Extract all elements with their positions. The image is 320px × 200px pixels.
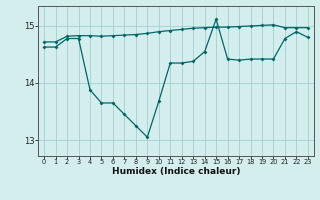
X-axis label: Humidex (Indice chaleur): Humidex (Indice chaleur) xyxy=(112,167,240,176)
